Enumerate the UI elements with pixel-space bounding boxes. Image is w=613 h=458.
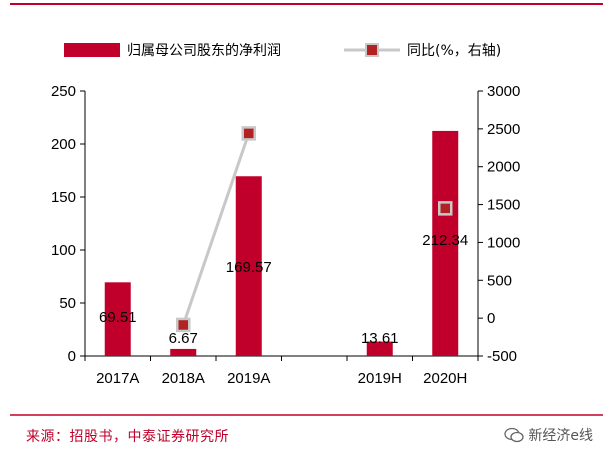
yoy-point: [176, 317, 191, 333]
x-tick-label: 2017A: [96, 370, 139, 387]
left-tick-label: 100: [51, 242, 76, 259]
left-tick-label: 200: [51, 136, 76, 153]
yoy-point: [438, 201, 453, 216]
left-tick-label: 150: [51, 189, 76, 206]
legend-bar-label: 归属母公司股东的净利润: [127, 42, 281, 59]
bar: [170, 348, 197, 356]
bars: [104, 130, 459, 356]
bar-value-label: 212.34: [422, 232, 468, 249]
bar: [104, 282, 131, 356]
yoy-line-segment: [181, 132, 251, 326]
legend-line-label: 同比(%，右轴): [407, 43, 501, 59]
left-tick-label: 0: [68, 348, 76, 365]
right-tick-label: 2000: [487, 159, 520, 176]
yoy-line: [176, 126, 453, 333]
bar: [235, 176, 262, 356]
legend: 归属母公司股东的净利润 同比(%，右轴): [64, 42, 501, 59]
left-tick-label: 250: [51, 83, 76, 100]
legend-bar-swatch: [64, 43, 120, 57]
bar-value-label: 69.51: [99, 309, 137, 326]
left-tick-label: 50: [59, 295, 76, 312]
x-tick-label: 2018A: [162, 370, 205, 387]
bar-value-label: 6.67: [169, 330, 198, 347]
bar-value-label: 13.61: [361, 330, 399, 347]
source-note: 来源：招股书，中泰证券研究所: [26, 429, 229, 445]
right-tick-label: 3000: [487, 83, 520, 100]
x-tick-label: 2019A: [227, 370, 270, 387]
right-tick-label: 500: [487, 272, 512, 289]
right-tick-label: 2500: [487, 121, 520, 138]
right-tick-label: 1500: [487, 197, 520, 214]
x-tick-label: 2019H: [358, 370, 402, 387]
axes: 0 50 100 150 200 250 -500 0 500 1000 1500 2000 2500 3…: [51, 83, 520, 387]
bar-value-label: 169.57: [226, 259, 272, 276]
x-tick-label: 2020H: [423, 370, 467, 387]
watermark: 新经济e线: [504, 425, 593, 445]
bar: [432, 130, 459, 356]
bar: [366, 341, 393, 356]
legend-line-marker: [365, 43, 379, 57]
right-tick-label: -500: [487, 348, 517, 365]
right-tick-label: 1000: [487, 234, 520, 251]
yoy-point: [241, 126, 256, 141]
watermark-text: 新经济e线: [528, 428, 593, 444]
right-tick-label: 0: [487, 310, 495, 327]
wechat-icon: [504, 427, 525, 443]
data-labels: 69.51 6.67 169.57 13.61 212.34: [99, 232, 468, 347]
